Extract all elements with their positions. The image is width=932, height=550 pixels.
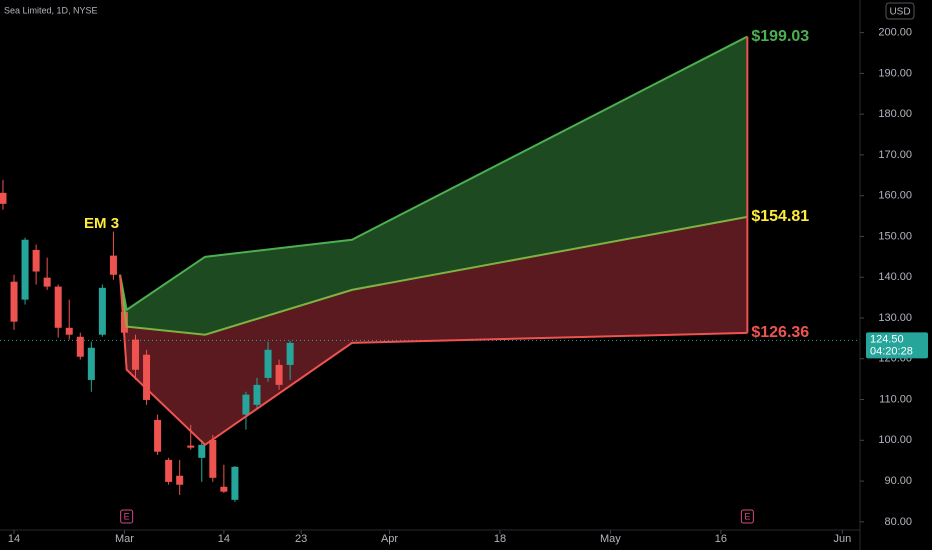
y-tick-label: 90.00 [884,475,912,487]
y-tick-label: 100.00 [878,434,912,446]
band-fill [120,36,748,335]
y-tick-label: 170.00 [878,149,912,161]
y-tick-label: 110.00 [879,393,912,405]
band-line [119,35,748,312]
candle-body [21,239,29,300]
candle-body [286,342,294,365]
y-tick-label: 150.00 [878,230,912,242]
countdown-label: 04:20:28 [870,345,913,357]
candle-body [98,287,106,335]
candle-body [32,249,40,272]
annotation: EM 3 [84,215,119,232]
candle-body [10,281,18,322]
earnings-marker-box [740,509,754,524]
candle-body [209,439,217,478]
x-tick-label: 14 [8,533,20,545]
candle-body [264,349,272,378]
x-tick-label: 16 [715,533,727,545]
x-tick-label: May [600,533,621,545]
currency-button[interactable] [885,2,915,20]
candle-body [231,466,239,500]
y-tick-label: 190.00 [878,67,912,79]
candle-body [198,444,206,458]
band-line [119,215,748,336]
candle-body [76,336,84,357]
y-tick-label: 160.00 [878,190,912,202]
earnings-marker: E [744,511,750,521]
candle-body [87,347,95,380]
candle-body [165,459,173,482]
candle-body [109,255,117,275]
x-tick-label: 18 [494,533,506,545]
band-line [119,274,748,447]
x-tick-label: Apr [381,533,398,545]
last-price-label: 124.50 [870,333,904,345]
y-tick-label: 140.00 [878,271,912,283]
candle-body [132,339,140,370]
y-tick-label: 80.00 [884,516,912,528]
x-tick-label: 14 [218,533,230,545]
candle-body [54,286,62,328]
candle-body [43,277,51,287]
band-value-label: $126.36 [751,324,809,341]
y-tick-label: 130.00 [878,312,912,324]
candle-body [65,327,73,335]
chart-title: Sea Limited, 1D, NYSE [4,5,98,15]
candle-body [143,354,151,400]
candle-body [154,419,162,452]
earnings-marker: E [124,511,130,521]
x-tick-label: Mar [115,533,134,545]
candle-body [275,364,283,385]
y-tick-label: 200.00 [878,27,912,39]
candle-body [0,192,7,204]
last-price-box [866,332,928,359]
currency-label[interactable]: USD [889,7,910,18]
candle-body [220,486,228,492]
y-tick-label: 180.00 [878,108,912,120]
candle-body [253,384,261,405]
candle-body [176,475,184,485]
band-value-label: $154.81 [751,208,809,225]
band-value-label: $199.03 [751,28,809,45]
candle-body [242,394,250,415]
x-tick-label: Jun [833,533,851,545]
earnings-marker-box [120,509,134,524]
candle-body [120,311,128,333]
x-tick-label: 23 [295,533,307,545]
candle-body [187,445,195,448]
band-fill [120,216,748,445]
